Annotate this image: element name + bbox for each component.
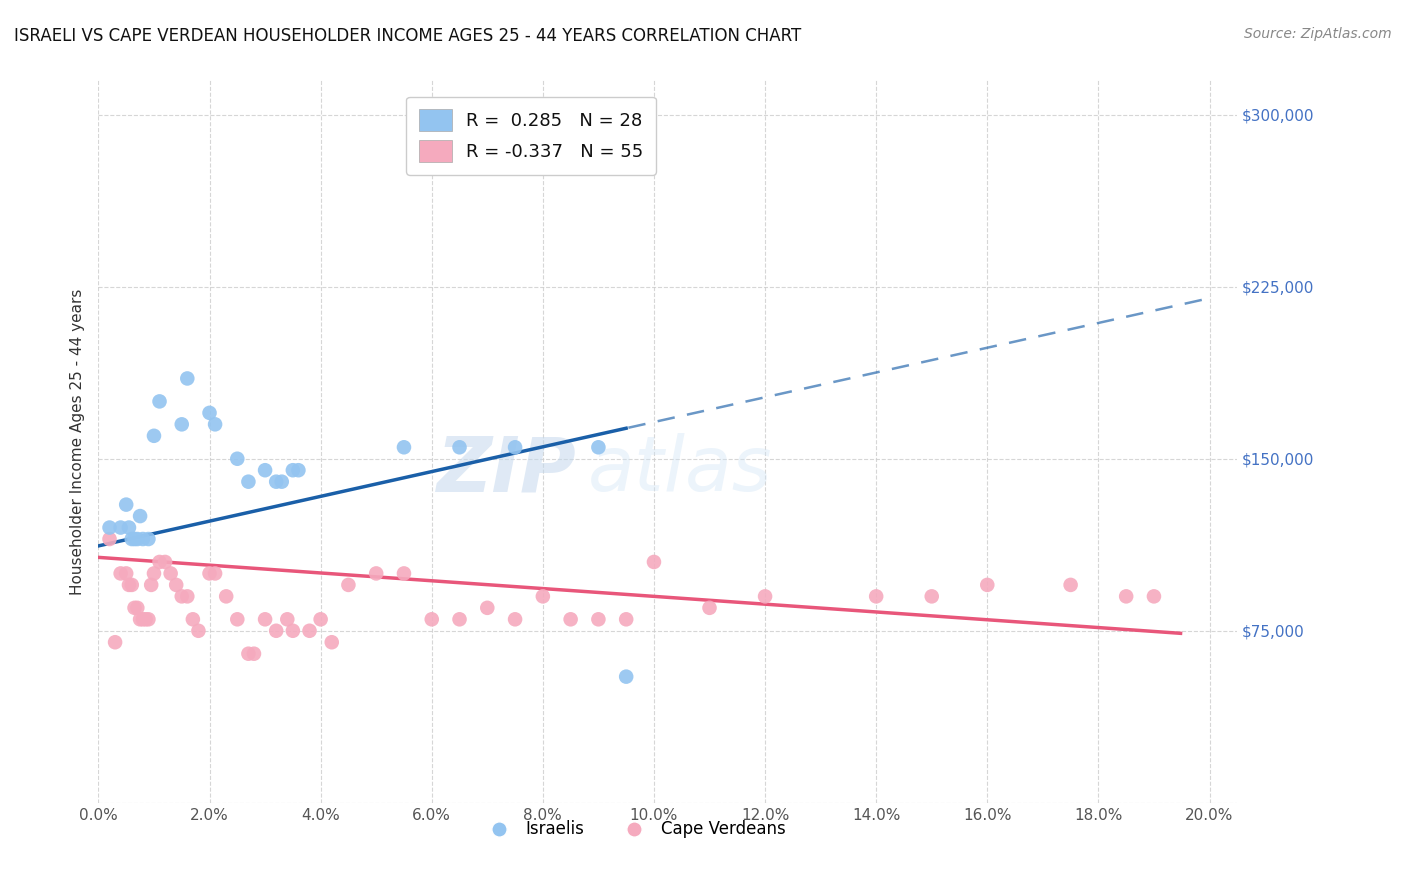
Point <box>420 612 443 626</box>
Point <box>976 578 998 592</box>
Point <box>204 566 226 581</box>
Point <box>503 440 526 454</box>
Point <box>148 555 170 569</box>
Point <box>124 600 146 615</box>
Point <box>98 520 121 534</box>
Point <box>921 590 943 604</box>
Point <box>141 578 163 592</box>
Y-axis label: Householder Income Ages 25 - 44 years: Householder Income Ages 25 - 44 years <box>69 288 84 595</box>
Point <box>176 590 198 604</box>
Point <box>198 566 221 581</box>
Point <box>226 451 249 466</box>
Point <box>110 566 132 581</box>
Point <box>254 463 277 477</box>
Point <box>135 612 157 626</box>
Point <box>560 612 582 626</box>
Point <box>614 612 637 626</box>
Point <box>366 566 388 581</box>
Point <box>143 429 166 443</box>
Point <box>127 532 149 546</box>
Point <box>392 566 415 581</box>
Point <box>1059 578 1081 592</box>
Point <box>181 612 204 626</box>
Point <box>176 371 198 385</box>
Point <box>614 670 637 684</box>
Point <box>643 555 665 569</box>
Point <box>138 612 160 626</box>
Point <box>115 498 138 512</box>
Point <box>204 417 226 432</box>
Point <box>238 475 260 489</box>
Point <box>243 647 266 661</box>
Point <box>121 578 143 592</box>
Point <box>198 406 221 420</box>
Point <box>264 624 287 638</box>
Point <box>143 566 166 581</box>
Point <box>132 532 155 546</box>
Point <box>170 417 193 432</box>
Point <box>138 532 160 546</box>
Point <box>132 612 155 626</box>
Text: ISRAELI VS CAPE VERDEAN HOUSEHOLDER INCOME AGES 25 - 44 YEARS CORRELATION CHART: ISRAELI VS CAPE VERDEAN HOUSEHOLDER INCO… <box>14 27 801 45</box>
Point <box>865 590 887 604</box>
Point <box>1143 590 1166 604</box>
Point <box>270 475 292 489</box>
Point <box>588 612 610 626</box>
Point <box>170 590 193 604</box>
Point <box>127 600 149 615</box>
Point <box>115 566 138 581</box>
Point <box>321 635 343 649</box>
Point <box>281 463 304 477</box>
Point <box>187 624 209 638</box>
Point <box>588 440 610 454</box>
Point <box>264 475 287 489</box>
Point <box>754 590 776 604</box>
Point <box>121 532 143 546</box>
Point <box>276 612 298 626</box>
Point <box>159 566 181 581</box>
Point <box>110 520 132 534</box>
Point <box>215 590 238 604</box>
Point <box>226 612 249 626</box>
Point <box>392 440 415 454</box>
Point <box>254 612 277 626</box>
Point <box>298 624 321 638</box>
Point <box>148 394 170 409</box>
Point <box>238 647 260 661</box>
Point <box>309 612 332 626</box>
Point <box>287 463 309 477</box>
Point <box>531 590 554 604</box>
Point <box>153 555 176 569</box>
Text: atlas: atlas <box>588 434 773 508</box>
Point <box>98 532 121 546</box>
Point <box>1115 590 1137 604</box>
Point <box>503 612 526 626</box>
Point <box>699 600 721 615</box>
Point <box>129 509 152 524</box>
Point <box>129 612 152 626</box>
Text: ZIP: ZIP <box>437 434 576 508</box>
Point <box>118 578 141 592</box>
Point <box>477 600 499 615</box>
Legend: Israelis, Cape Verdeans: Israelis, Cape Verdeans <box>475 814 792 845</box>
Point <box>118 520 141 534</box>
Point <box>124 532 146 546</box>
Point <box>449 440 471 454</box>
Point <box>337 578 360 592</box>
Point <box>104 635 127 649</box>
Point <box>165 578 187 592</box>
Point <box>281 624 304 638</box>
Text: Source: ZipAtlas.com: Source: ZipAtlas.com <box>1244 27 1392 41</box>
Point <box>449 612 471 626</box>
